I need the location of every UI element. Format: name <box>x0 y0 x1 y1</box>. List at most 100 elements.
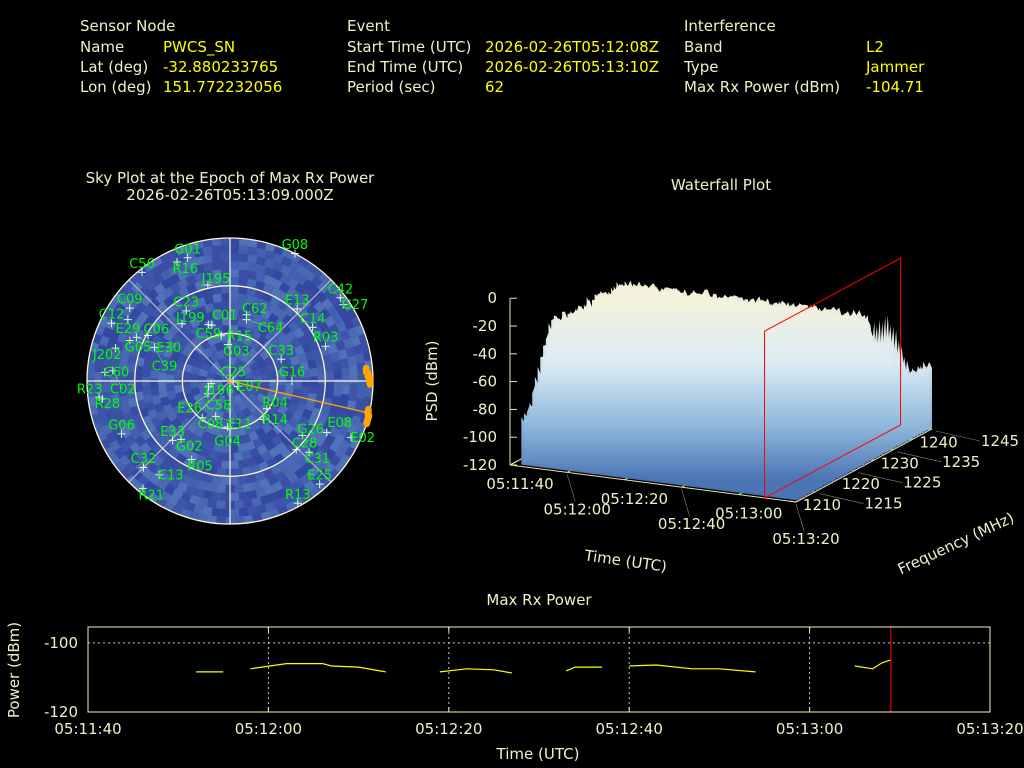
sky-tile <box>199 387 210 397</box>
sky-tile <box>256 358 267 369</box>
sky-tile <box>348 391 358 402</box>
sky-tile <box>338 425 349 437</box>
sky-tile <box>281 256 293 268</box>
sky-tile <box>234 484 244 493</box>
sky-tile <box>285 382 294 392</box>
sky-tile <box>138 285 151 297</box>
sky-tile <box>311 311 323 323</box>
sky-tile <box>345 346 356 358</box>
sky-tile <box>124 434 136 447</box>
sky-tile <box>166 366 176 376</box>
sky-tile <box>344 446 357 459</box>
power-x-tick-label: 05:12:20 <box>415 720 482 738</box>
sky-tile <box>236 410 246 421</box>
psd-tick-label: -20 <box>473 317 498 335</box>
sky-tile <box>156 479 169 491</box>
sky-tile <box>293 292 306 304</box>
sky-tile <box>267 417 279 429</box>
sky-tile <box>198 480 209 491</box>
sky-tile <box>339 329 351 341</box>
sky-tile <box>341 417 352 429</box>
sky-tile <box>264 330 276 343</box>
sky-tile <box>288 490 301 502</box>
satellite-marker-R15 <box>217 331 226 340</box>
sky-tile <box>175 360 186 371</box>
sky-tile <box>205 327 216 338</box>
sky-tile <box>290 310 302 323</box>
sky-tile <box>264 440 276 452</box>
satellite-label: C31 <box>305 452 331 467</box>
sky-tile <box>126 381 135 391</box>
sky-tile <box>238 507 249 517</box>
sky-tile <box>339 310 351 323</box>
sky-tile <box>270 464 282 476</box>
satellite-leaders <box>112 319 271 425</box>
satellite-marker-E25 <box>315 480 324 489</box>
sky-tile <box>304 260 317 273</box>
sky-tile <box>307 358 317 369</box>
satellite-label: E25 <box>307 469 332 484</box>
sky-tile <box>293 381 302 390</box>
sky-tile <box>103 446 116 459</box>
satellite-marker-E33 <box>168 436 177 445</box>
max-rx-power-chart: Max Rx Power 05:11:40 05:12:00 05:12:20 05:… <box>5 591 1024 763</box>
power-plot-frame <box>87 626 991 713</box>
sky-tile <box>316 391 326 402</box>
sky-tile <box>142 367 151 377</box>
sky-tile <box>161 277 173 290</box>
sky-tile <box>294 467 307 480</box>
sky-tile <box>174 368 184 378</box>
satellite-label: G05 <box>125 340 152 355</box>
satellite-marker-C56 <box>138 268 147 277</box>
sky-tile <box>101 423 113 436</box>
sky-tile <box>103 400 114 411</box>
sky-tile <box>176 269 189 281</box>
sky-tile <box>193 358 204 369</box>
sky-tile <box>327 342 339 354</box>
sky-tile <box>291 479 304 491</box>
sky-tile <box>284 366 294 376</box>
period-label: Period (sec) <box>347 78 436 96</box>
sky-tile <box>113 461 126 474</box>
sky-tile <box>216 516 226 524</box>
sky-tile <box>248 431 259 442</box>
power-series-segment <box>565 666 603 672</box>
sky-tile <box>230 381 234 389</box>
sky-tile <box>159 260 172 272</box>
sky-tile <box>323 288 336 301</box>
sky-tile <box>203 457 214 468</box>
sky-tile <box>164 305 177 317</box>
sky-tile <box>247 347 259 359</box>
sky-tile <box>230 444 239 453</box>
satellite-label: J196 <box>204 384 234 399</box>
satellite-label: E11 <box>227 418 252 433</box>
satellite-label: E07 <box>237 380 262 395</box>
sky-tile <box>212 401 222 412</box>
sky-tile <box>328 426 340 439</box>
satellite-label: J202 <box>92 348 122 363</box>
sky-tile <box>202 393 213 403</box>
power-x-axis-label: Time (UTC) <box>496 745 580 763</box>
satellite-label: C09 <box>117 293 143 308</box>
sky-tile <box>177 398 189 409</box>
sky-tile <box>262 283 274 294</box>
power-series <box>196 627 892 712</box>
sky-tile <box>273 453 285 465</box>
sky-tile <box>182 379 191 388</box>
sky-tile <box>221 293 230 302</box>
sky-tile <box>252 368 262 377</box>
sky-tile <box>255 343 266 355</box>
sky-tile <box>186 468 198 479</box>
frequency-tick-leader <box>858 472 903 484</box>
sky-tile <box>318 455 331 468</box>
sky-tile <box>172 488 184 499</box>
sky-tile <box>213 426 223 437</box>
sky-tile <box>322 474 335 487</box>
sky-tile <box>211 360 222 371</box>
time-tick-label: 05:12:00 <box>544 500 611 518</box>
sky-tile <box>171 429 183 442</box>
sky-tile <box>212 285 222 295</box>
name-label: Name <box>80 38 125 56</box>
satellite-label: G26 <box>297 423 324 438</box>
sky-tile <box>253 454 265 465</box>
